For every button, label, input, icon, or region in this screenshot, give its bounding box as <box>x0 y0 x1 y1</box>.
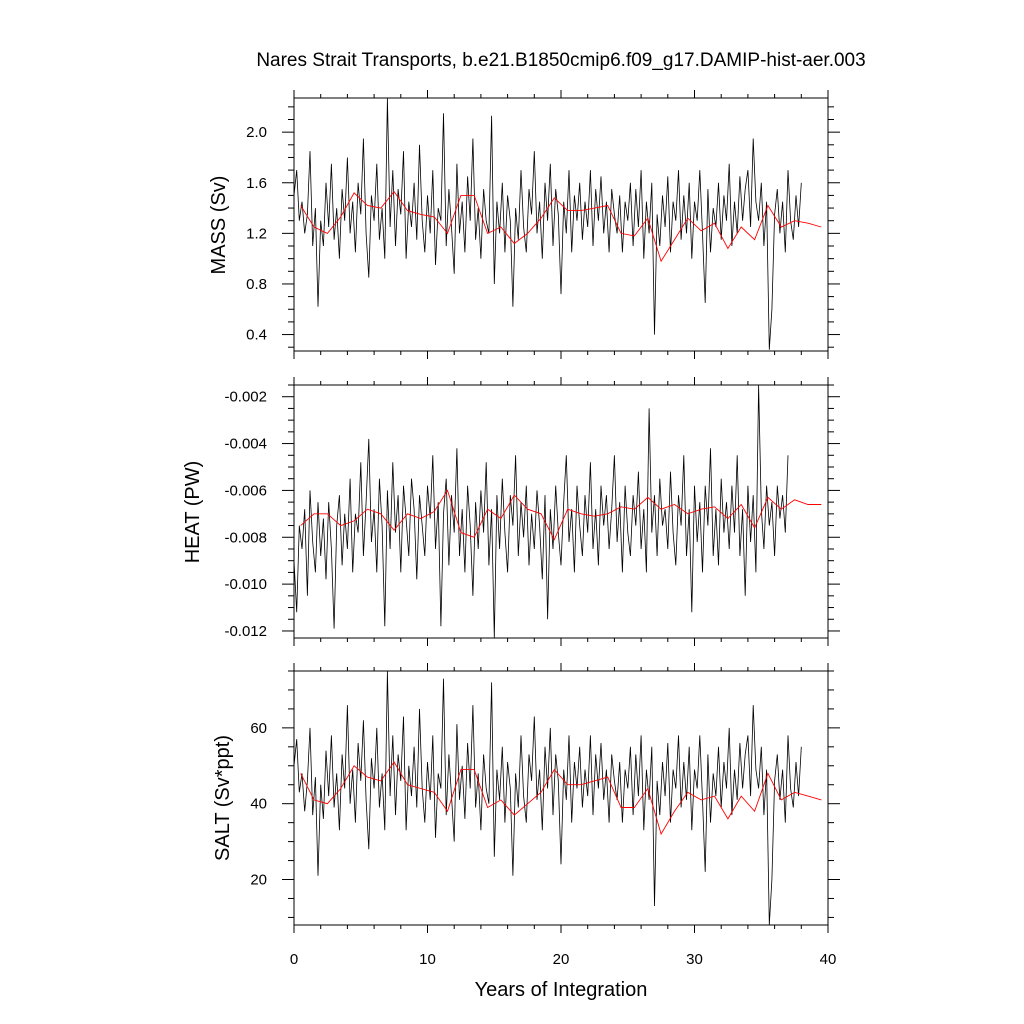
series-monthly-heat <box>294 385 789 638</box>
plot-frame-mass <box>293 97 829 352</box>
series-annual-heat <box>300 489 822 541</box>
plot-frame-salt <box>293 670 829 926</box>
y-tick-label-mass: 1.2 <box>246 225 267 242</box>
y-tick-label-salt: 60 <box>250 720 267 737</box>
series-monthly-salt <box>294 671 802 925</box>
x-axis-label: Years of Integration <box>475 979 648 1001</box>
y-axis-label-salt: SALT (Sv*ppt) <box>212 735 234 861</box>
y-tick-label-heat: -0.012 <box>224 623 267 640</box>
y-tick-label-heat: -0.002 <box>224 389 267 406</box>
y-tick-label-heat: -0.008 <box>224 529 267 546</box>
chart-title: Nares Strait Transports, b.e21.B1850cmip… <box>256 50 865 71</box>
x-tick-label: 0 <box>290 951 298 968</box>
x-tick-labels: 0 10 20 30 40 <box>290 951 837 968</box>
x-tick-label: 30 <box>686 951 703 968</box>
y-tick-label-salt: 20 <box>250 872 267 889</box>
y-tick-label-mass: 1.6 <box>246 175 267 192</box>
x-tick-label: 20 <box>553 951 570 968</box>
y-tick-label-mass: 0.8 <box>246 276 267 293</box>
y-axis-label-heat: HEAT (PW) <box>182 461 204 564</box>
series-annual-salt <box>300 761 822 836</box>
y-tick-label-mass: 2.0 <box>246 124 267 141</box>
y-axis-label-mass: MASS (Sv) <box>208 176 230 275</box>
x-tick-label: 10 <box>419 951 436 968</box>
panel-heat: HEAT (PW) -0.012 -0.010 -0.008 -0.006 -0.004… <box>182 377 840 646</box>
series-monthly-mass <box>294 98 802 350</box>
panel-salt: SALT (Sv*ppt) 20 40 60 <box>212 663 840 933</box>
y-tick-label-salt: 40 <box>250 796 267 813</box>
panel-mass: MASS (Sv) 0.4 0.8 1.2 1.6 2.0 <box>208 90 840 359</box>
y-tick-label-heat: -0.010 <box>224 576 267 593</box>
series-annual-mass <box>300 190 822 263</box>
y-tick-label-heat: -0.004 <box>224 436 267 453</box>
y-tick-label-heat: -0.006 <box>224 482 267 499</box>
y-tick-label-mass: 0.4 <box>246 327 267 344</box>
x-tick-label: 40 <box>820 951 837 968</box>
